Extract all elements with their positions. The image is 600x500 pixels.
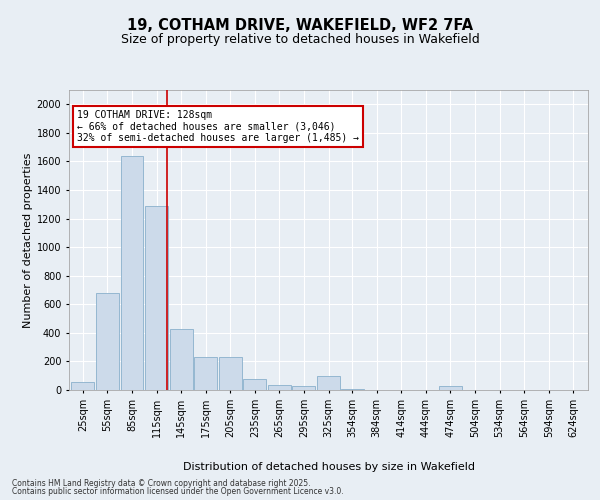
Text: Size of property relative to detached houses in Wakefield: Size of property relative to detached ho… [121,32,479,46]
Bar [317,376,340,390]
Bar [292,386,316,390]
Bar [170,328,193,390]
Text: Contains HM Land Registry data © Crown copyright and database right 2025.: Contains HM Land Registry data © Crown c… [12,478,311,488]
Bar [439,386,462,390]
Text: 19 COTHAM DRIVE: 128sqm
← 66% of detached houses are smaller (3,046)
32% of semi: 19 COTHAM DRIVE: 128sqm ← 66% of detache… [77,110,359,143]
Bar [219,357,242,390]
Y-axis label: Number of detached properties: Number of detached properties [23,152,32,328]
Text: Distribution of detached houses by size in Wakefield: Distribution of detached houses by size … [183,462,475,472]
Bar [244,378,266,390]
Bar [268,385,291,390]
Bar [145,206,168,390]
Bar [194,357,217,390]
Text: Contains public sector information licensed under the Open Government Licence v3: Contains public sector information licen… [12,487,344,496]
Bar [96,293,119,390]
Bar [121,156,143,390]
Bar [71,382,94,390]
Text: 19, COTHAM DRIVE, WAKEFIELD, WF2 7FA: 19, COTHAM DRIVE, WAKEFIELD, WF2 7FA [127,18,473,32]
Bar [341,388,364,390]
